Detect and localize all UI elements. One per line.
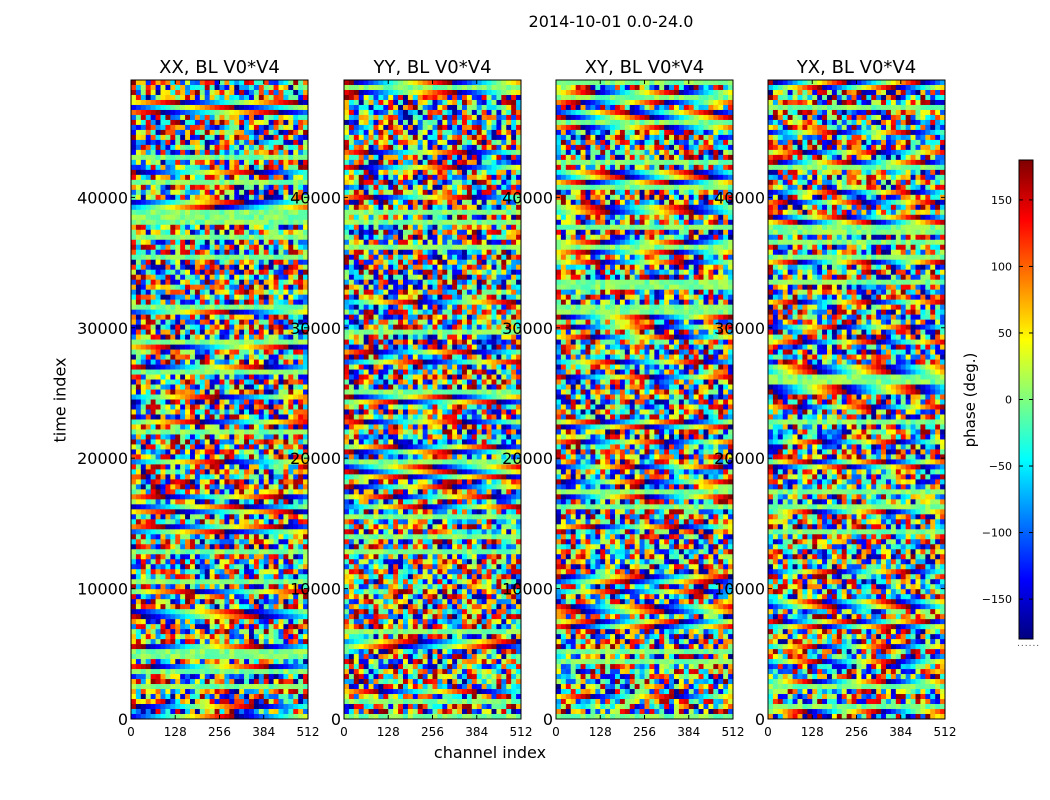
heatmap-image — [131, 80, 309, 720]
x-tick-label: 128 — [164, 725, 187, 739]
panel-title: XY, BL V0*V4 — [585, 57, 704, 78]
x-axis-label: channel index — [433, 743, 547, 762]
x-tick-label: 384 — [465, 725, 488, 739]
heatmap-image — [556, 80, 734, 720]
x-tick-label: 512 — [934, 725, 957, 739]
y-tick-label: 10000 — [714, 580, 765, 599]
y-tick-label: 20000 — [290, 449, 341, 468]
panel-1: YY, BL V0*V4 0 128 256 384 512 0 10000 20000 3000… — [290, 57, 532, 739]
panel-2: XY, BL V0*V4 0 128 256 384 512 0 10000 20000 3000… — [502, 57, 744, 739]
x-tick-label: 0 — [127, 725, 135, 739]
y-tick-label: 10000 — [77, 580, 128, 599]
y-tick-label: 40000 — [714, 188, 765, 207]
y-tick-label: 30000 — [714, 319, 765, 338]
colorbar-tick-label: −150 — [982, 593, 1012, 606]
x-tick-label: 384 — [889, 725, 912, 739]
y-tick-label: 10000 — [502, 580, 553, 599]
y-tick-label: 30000 — [77, 319, 128, 338]
colorbar-tick-label: −50 — [989, 460, 1012, 473]
y-tick-label: 40000 — [502, 188, 553, 207]
y-tick-label: 0 — [331, 710, 341, 729]
y-tick-label: 0 — [755, 710, 765, 729]
colorbar-tick-label: 100 — [991, 260, 1012, 273]
x-tick-label: 256 — [845, 725, 868, 739]
y-tick-label: 30000 — [290, 319, 341, 338]
y-axis-label: time index — [50, 357, 70, 443]
y-tick-label: 20000 — [502, 449, 553, 468]
x-tick-label: 256 — [633, 725, 656, 739]
y-tick-label: 0 — [118, 710, 128, 729]
colorbar-tick-label: 0 — [1005, 394, 1012, 407]
x-tick-label: 128 — [801, 725, 824, 739]
y-tick-label: 0 — [543, 710, 553, 729]
colorbar-tick-label: −100 — [982, 527, 1012, 540]
panel-title: YY, BL V0*V4 — [372, 57, 491, 78]
x-tick-label: 128 — [589, 725, 612, 739]
x-tick-label: 0 — [764, 725, 772, 739]
y-tick-label: 20000 — [77, 449, 128, 468]
x-tick-label: 512 — [297, 725, 320, 739]
x-tick-label: 256 — [421, 725, 444, 739]
figure-title: 2014-10-01 0.0-24.0 — [528, 12, 694, 31]
y-tick-label: 40000 — [77, 188, 128, 207]
x-tick-label: 512 — [722, 725, 745, 739]
x-tick-label: 384 — [677, 725, 700, 739]
colorbar-label: phase (deg.) — [961, 352, 979, 448]
panel-0: XX, BL V0*V4 0 128 256 384 512 0 10000 20000 3000… — [77, 57, 319, 739]
x-tick-label: 0 — [552, 725, 560, 739]
heatmap-image — [344, 80, 522, 720]
x-tick-label: 512 — [510, 725, 533, 739]
panel-title: YX, BL V0*V4 — [796, 57, 916, 78]
heatmap-image — [768, 80, 946, 720]
x-tick-label: 256 — [208, 725, 231, 739]
colorbar: 150 100 50 0 −50 −100 −150 — [982, 159, 1034, 640]
panel-title: XX, BL V0*V4 — [159, 57, 280, 78]
colorbar-tick-label: 150 — [991, 194, 1012, 207]
colorbar-tick-label: 50 — [998, 327, 1012, 340]
y-tick-label: 10000 — [290, 580, 341, 599]
y-tick-label: 40000 — [290, 188, 341, 207]
x-tick-label: 384 — [252, 725, 275, 739]
y-tick-label: 30000 — [502, 319, 553, 338]
colorbar-footnote: ...... — [1017, 639, 1041, 649]
y-tick-label: 20000 — [714, 449, 765, 468]
x-tick-label: 0 — [340, 725, 348, 739]
panel-3: YX, BL V0*V4 0 128 256 384 512 0 10000 20000 3000… — [714, 57, 956, 739]
x-tick-label: 128 — [377, 725, 400, 739]
